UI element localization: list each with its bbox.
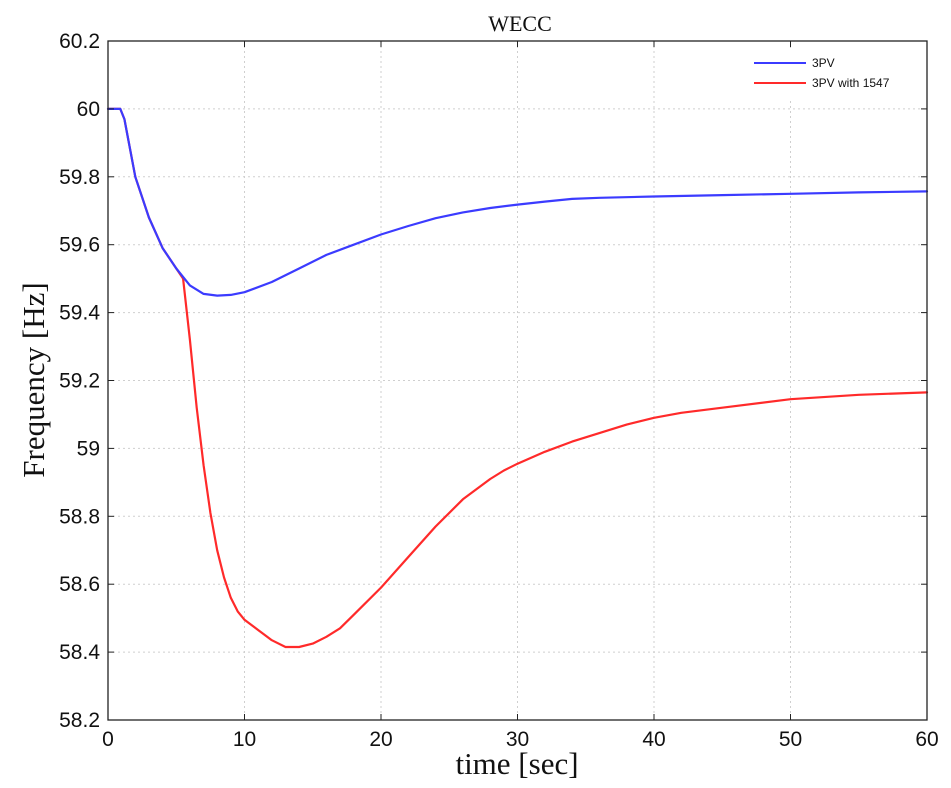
x-tick-label: 10	[233, 728, 256, 751]
legend-box	[738, 50, 921, 100]
chart-title: WECC	[488, 11, 552, 36]
grid	[107, 40, 928, 721]
y-tick-label: 59.2	[59, 370, 100, 393]
legend-label-3pv-with-1547: 3PV with 1547	[812, 76, 890, 90]
ticks: 0 10 20 30 40 50 60 58.2 58.4 58.6 58.8 59 59.2 59.4 5…	[59, 30, 939, 751]
y-tick-label: 59.4	[59, 302, 100, 325]
y-tick-label: 60	[77, 98, 100, 121]
series-layer	[106, 107, 929, 649]
y-tick-label: 59	[77, 437, 100, 460]
y-tick-label: 59.8	[59, 166, 100, 189]
legend: 3PV 3PV with 1547	[738, 50, 921, 100]
y-axis-label: Frequency [Hz]	[16, 282, 51, 477]
y-tick-label: 58.8	[59, 505, 100, 528]
x-axis-label: time [sec]	[455, 746, 578, 781]
y-tick-label: 58.2	[59, 709, 100, 732]
series-line-3pv	[106, 107, 929, 297]
y-tick-label: 58.6	[59, 573, 100, 596]
x-tick-label: 50	[779, 728, 802, 751]
legend-label-3pv: 3PV	[812, 56, 835, 70]
x-tick-label: 0	[102, 728, 114, 751]
y-tick-label: 60.2	[59, 30, 100, 53]
x-tick-label: 30	[506, 728, 529, 751]
x-tick-label: 40	[642, 728, 665, 751]
x-tick-label: 20	[369, 728, 392, 751]
y-tick-label: 58.4	[59, 641, 100, 664]
x-tick-label: 60	[915, 728, 938, 751]
y-tick-label: 59.6	[59, 234, 100, 257]
